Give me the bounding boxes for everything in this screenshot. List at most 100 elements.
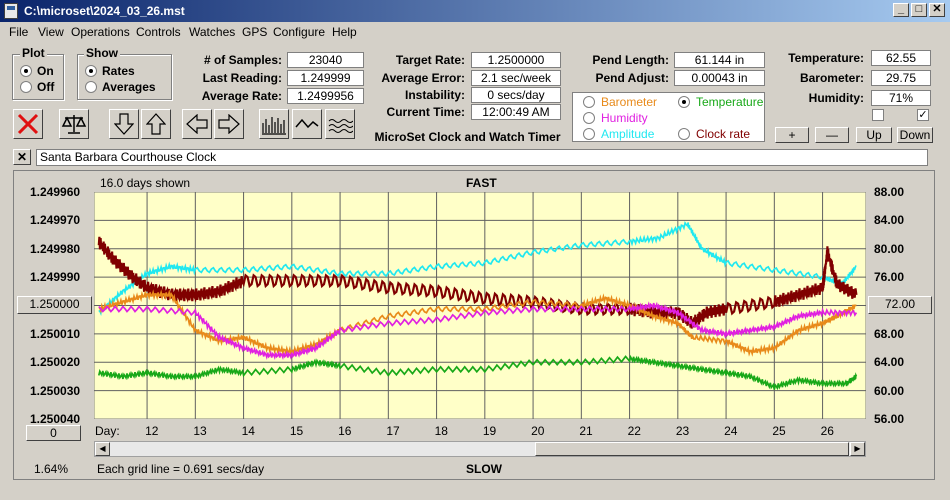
pend-adjust-value: 0.00043 in	[674, 70, 765, 86]
close-button[interactable]: ✕	[929, 3, 945, 17]
pend-adjust-label: Pend Adjust:	[595, 71, 669, 85]
up-arrow-button[interactable]	[141, 109, 171, 139]
right-axis-tick: 76.00	[874, 270, 905, 285]
minimize-button[interactable]: _	[893, 3, 909, 17]
menu-operations[interactable]: Operations	[71, 25, 130, 39]
stop-button[interactable]	[13, 109, 43, 139]
smooth-button[interactable]	[292, 109, 322, 139]
balance-scale-icon	[61, 115, 87, 134]
plus-button[interactable]: +	[775, 127, 809, 143]
show-rates-radio[interactable]	[85, 65, 97, 77]
right-axis-tick: 80.00	[874, 241, 905, 256]
title-bar: C:\microset\2024_03_26.mst _ □ ✕	[0, 0, 950, 22]
menu-help[interactable]: Help	[332, 25, 357, 39]
clear-name-button[interactable]: ✕	[13, 149, 31, 165]
legend-humidity-radio[interactable]	[583, 112, 595, 124]
temperature-label: Temperature:	[788, 51, 864, 65]
samples-label: # of Samples:	[203, 53, 282, 67]
legend-amplitude-radio[interactable]	[583, 128, 595, 140]
offset-button[interactable]: 0	[26, 425, 81, 441]
right-axis-tick: 88.00	[874, 185, 905, 199]
samples-value: 23040	[287, 52, 364, 68]
arrow-up-icon	[146, 113, 166, 135]
chart-area[interactable]	[94, 192, 866, 419]
show-averages-radio[interactable]	[85, 81, 97, 93]
scroll-thumb[interactable]	[535, 442, 849, 456]
minus-button[interactable]: —	[815, 127, 849, 143]
current-time-label: Current Time:	[386, 105, 465, 119]
show-rates-option[interactable]: Rates	[85, 64, 135, 78]
right-arrow-button[interactable]	[214, 109, 244, 139]
left-axis-tick: 1.250020	[30, 355, 81, 370]
down-arrow-button[interactable]	[109, 109, 139, 139]
up-button[interactable]: Up	[856, 127, 892, 143]
average-error-value: 2.1 sec/week	[471, 70, 561, 86]
left-axis-tick: 1.250040	[30, 412, 81, 426]
menu-file[interactable]: File	[9, 25, 29, 39]
plot-on-option[interactable]: On	[20, 64, 54, 78]
day-tick: 26	[820, 424, 834, 438]
barometer-value: 29.75	[871, 70, 931, 86]
raw-data-button[interactable]	[259, 109, 289, 139]
menu-watches[interactable]: Watches	[189, 25, 236, 39]
center-sensor-button[interactable]: 72.00	[868, 296, 932, 314]
right-axis-tick: 60.00	[874, 383, 905, 398]
average-rate-label: Average Rate:	[201, 89, 282, 103]
menu-bar: File View Operations Controls Watches GP…	[0, 22, 950, 42]
left-axis-tick: 1.249980	[30, 241, 81, 256]
noise-wave-icon	[328, 119, 353, 133]
day-tick: 20	[531, 424, 545, 438]
legend-clock-rate-radio[interactable]	[678, 128, 690, 140]
menu-configure[interactable]: Configure	[273, 25, 326, 39]
temperature-value: 62.55	[871, 50, 931, 66]
legend-barometer[interactable]: Barometer	[583, 95, 657, 109]
day-tick: 21	[579, 424, 593, 438]
day-tick: 18	[434, 424, 448, 438]
series-line-amplitude	[98, 220, 857, 317]
down-button[interactable]: Down	[897, 127, 933, 143]
right-axis-tick: 84.00	[874, 213, 905, 228]
average-rate-value: 1.2499956	[287, 88, 364, 104]
left-arrow-button[interactable]	[182, 109, 212, 139]
app-name: MicroSet Clock and Watch Timer	[374, 130, 561, 144]
checkbox-left[interactable]	[872, 109, 884, 121]
arrow-down-icon	[114, 113, 134, 135]
clock-name-input[interactable]: Santa Barbara Courthouse Clock	[36, 149, 928, 166]
balance-button[interactable]	[59, 109, 89, 139]
noise-button[interactable]	[325, 109, 355, 139]
show-averages-option[interactable]: Averages	[85, 80, 156, 94]
left-axis-tick: 1.249990	[30, 270, 81, 285]
pend-length-label: Pend Length:	[592, 53, 669, 67]
left-axis-tick: 1.249960	[30, 185, 81, 199]
left-axis-tick: 1.250030	[30, 383, 81, 398]
plot-off-option[interactable]: Off	[20, 80, 54, 94]
app-icon	[4, 3, 18, 19]
legend-amplitude[interactable]: Amplitude	[583, 127, 654, 141]
legend-humidity[interactable]: Humidity	[583, 111, 648, 125]
horizontal-scrollbar[interactable]: ◀ ▶	[94, 441, 866, 457]
day-tick: 13	[193, 424, 207, 438]
menu-controls[interactable]: Controls	[136, 25, 181, 39]
center-rate-button[interactable]: 1.250000	[17, 296, 92, 314]
right-axis-tick: 64.00	[874, 355, 905, 370]
legend-clock-rate[interactable]: Clock rate	[678, 127, 750, 141]
last-reading-value: 1.249999	[287, 70, 364, 86]
day-tick: 23	[675, 424, 690, 438]
checkbox-right[interactable]: ✓	[917, 109, 929, 121]
window-title: C:\microset\2024_03_26.mst	[24, 4, 185, 18]
legend-box	[572, 92, 765, 142]
menu-gps[interactable]: GPS	[242, 25, 268, 39]
day-tick: 24	[724, 424, 738, 438]
scroll-left-icon[interactable]: ◀	[95, 442, 110, 456]
plot-off-radio[interactable]	[20, 81, 32, 93]
maximize-button[interactable]: □	[911, 3, 927, 17]
day-tick: 12	[145, 424, 159, 438]
legend-temperature[interactable]: Temperature	[678, 95, 763, 109]
legend-temperature-radio[interactable]	[678, 96, 690, 108]
zoom-percent: 1.64%	[34, 462, 69, 476]
plot-on-radio[interactable]	[20, 65, 32, 77]
menu-view[interactable]: View	[38, 25, 64, 39]
day-tick: 17	[386, 424, 400, 438]
scroll-right-icon[interactable]: ▶	[850, 442, 865, 456]
legend-barometer-radio[interactable]	[583, 96, 595, 108]
